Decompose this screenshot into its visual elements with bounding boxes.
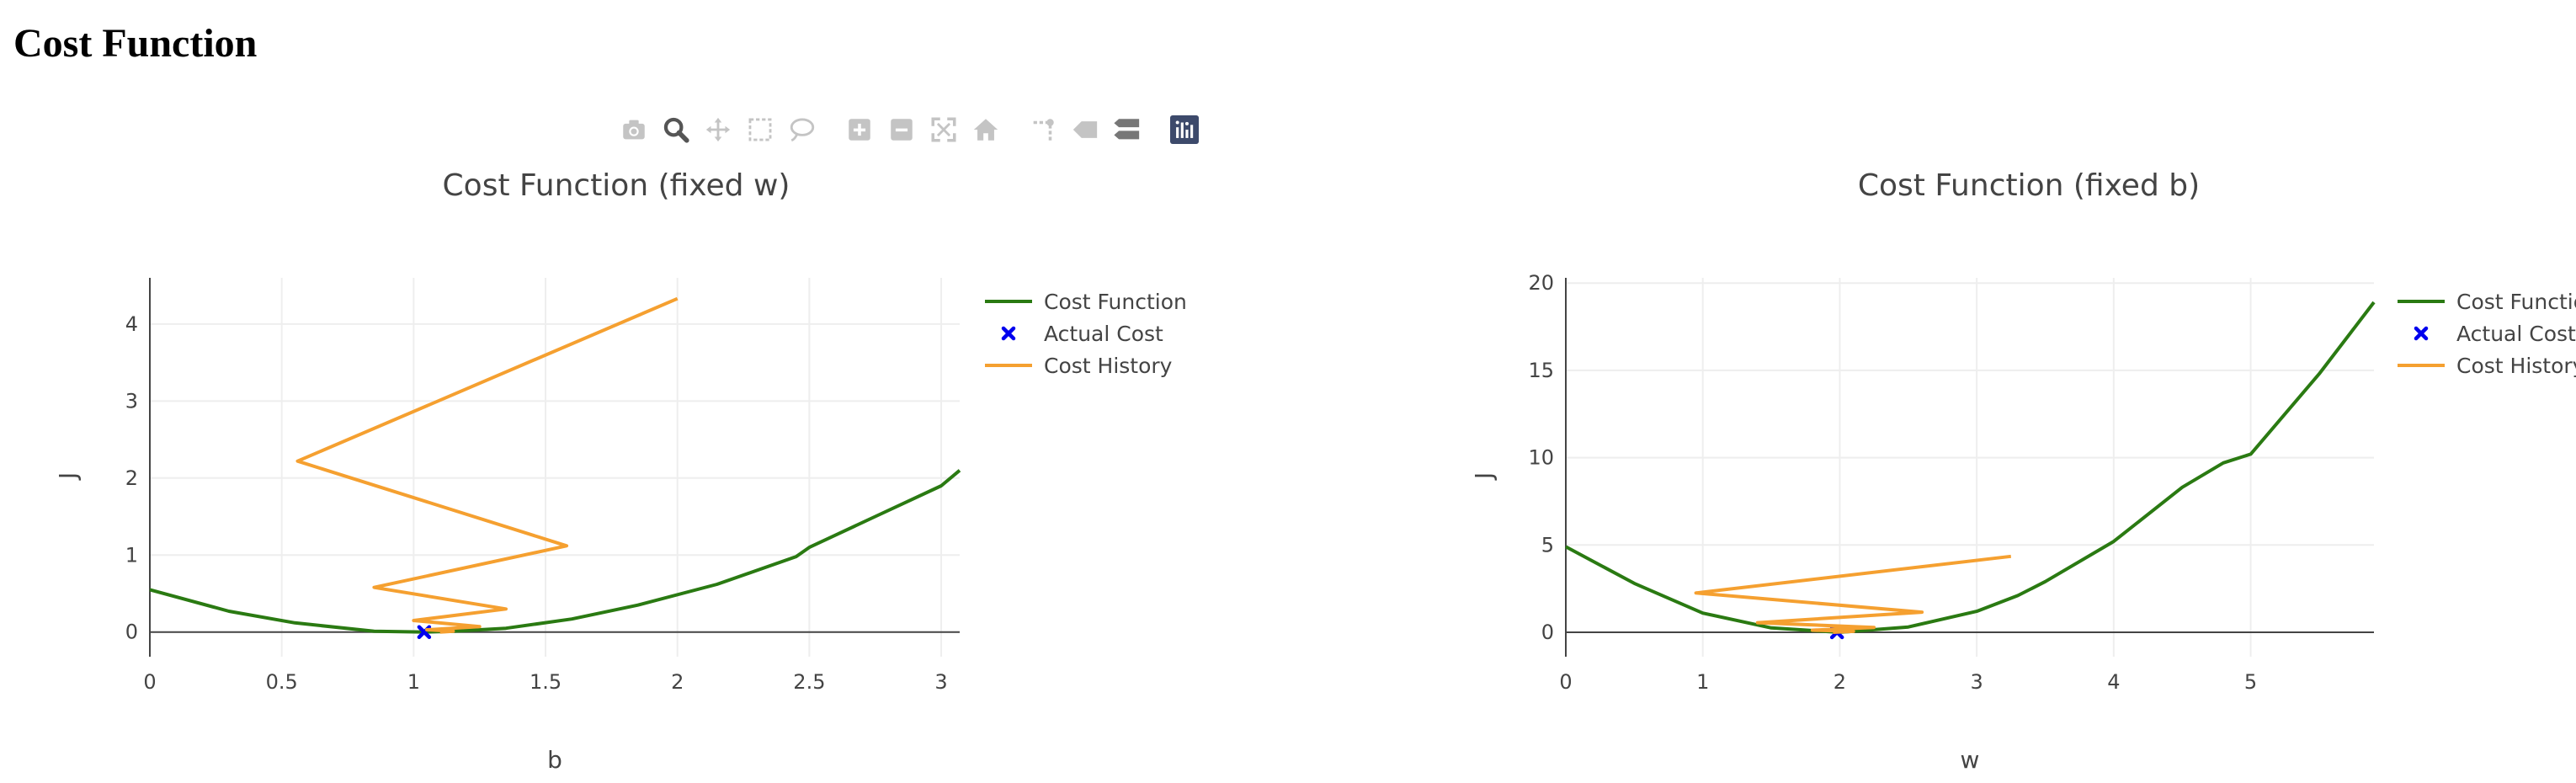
grid-lines (150, 278, 960, 657)
y-tick-label: 4 (125, 312, 138, 336)
chart-fixed-w[interactable]: 0 0.5 1 1.5 2 2.5 3 0 1 2 3 4 b J Cost Function (fixed… (0, 152, 1229, 775)
legend-label: Actual Cost (1044, 322, 1163, 346)
cost-function-line[interactable] (149, 469, 961, 634)
hover-closest-button[interactable] (1064, 113, 1106, 146)
zoom-in-button[interactable] (838, 113, 881, 146)
reset-axes-icon (973, 119, 998, 141)
cost-function-line[interactable] (1565, 301, 2376, 634)
plotly-logo-icon (1170, 115, 1199, 144)
legend-item[interactable]: Actual Cost (1001, 322, 1163, 346)
x-tick-label: 5 (2244, 670, 2257, 694)
y-tick-label: 5 (1541, 533, 1554, 557)
x-tick-label: 3 (934, 670, 947, 694)
autoscale-icon (931, 117, 956, 142)
y-tick-label: 10 (1528, 446, 1554, 470)
x-tick-label: 1 (1696, 670, 1709, 694)
box-select-icon (748, 118, 772, 141)
zoom-button[interactable] (655, 113, 697, 146)
zoom-out-button[interactable] (881, 113, 923, 146)
hover-compare-icon (1114, 119, 1140, 140)
spike-lines-icon (1033, 119, 1054, 142)
pan-button[interactable] (697, 113, 739, 146)
legend-marker-swatch (2414, 326, 2429, 341)
legend[interactable]: Cost Function Actual Cost Cost History (2398, 290, 2576, 378)
plot-modebar (613, 113, 1206, 146)
legend-label: Cost Function (1044, 290, 1187, 314)
hover-closest-icon (1072, 121, 1098, 138)
cost-history-line[interactable] (1694, 554, 2012, 634)
pan-icon (705, 117, 731, 142)
x-tick-label: 0 (1559, 670, 1572, 694)
lasso-select-icon (790, 118, 815, 142)
lasso-select-button[interactable] (781, 113, 823, 146)
zoom-icon (663, 117, 689, 143)
legend-item[interactable]: Cost Function (2398, 290, 2576, 314)
legend[interactable]: Cost Function Actual Cost Cost History (985, 290, 1187, 378)
x-axis-title: w (1961, 746, 1980, 774)
page-title: Cost Function (13, 21, 258, 66)
legend-item[interactable]: Cost Function (985, 290, 1187, 314)
hover-compare-button[interactable] (1106, 113, 1148, 146)
x-tick-label: 1 (407, 670, 420, 694)
x-tick-label: 2 (1834, 670, 1846, 694)
legend-label: Cost History (2456, 354, 2576, 378)
legend-item[interactable]: Actual Cost (2414, 322, 2576, 346)
y-tick-label: 3 (125, 389, 138, 413)
legend-label: Actual Cost (2456, 322, 2576, 346)
x-tick-label: 4 (2107, 670, 2120, 694)
autoscale-button[interactable] (923, 113, 965, 146)
zoom-out-icon (891, 119, 913, 141)
camera-button[interactable] (613, 113, 655, 146)
legend-item[interactable]: Cost History (2398, 354, 2576, 378)
chart-title: Cost Function (fixed w) (443, 168, 790, 203)
y-tick-label: 0 (1541, 621, 1554, 644)
legend-marker-swatch (1001, 326, 1016, 341)
x-tick-label: 3 (1970, 670, 1983, 694)
chart-title: Cost Function (fixed b) (1858, 168, 2200, 203)
x-tick-label: 1.5 (530, 670, 562, 694)
cost-history-line[interactable] (295, 296, 679, 634)
x-axis-title: b (547, 746, 562, 774)
legend-label: Cost History (1044, 354, 1173, 378)
grid-lines (1566, 278, 2374, 657)
y-tick-label: 0 (125, 621, 138, 644)
x-tick-label: 2 (671, 670, 684, 694)
plotly-logo-button[interactable] (1163, 113, 1206, 146)
legend-item[interactable]: Cost History (985, 354, 1173, 378)
x-tick-label: 0.5 (266, 670, 298, 694)
zoom-in-icon (849, 119, 870, 141)
legend-label: Cost Function (2456, 290, 2576, 314)
x-tick-label: 0 (143, 670, 156, 694)
spike-lines-button[interactable] (1022, 113, 1064, 146)
y-tick-label: 20 (1528, 271, 1554, 295)
reset-axes-button[interactable] (965, 113, 1007, 146)
x-tick-label: 2.5 (793, 670, 825, 694)
y-axis-title: J (54, 472, 82, 481)
y-tick-label: 15 (1528, 359, 1554, 382)
y-axis-title: J (1470, 472, 1498, 481)
chart-fixed-b[interactable]: 0 1 2 3 4 5 0 5 10 15 20 w J Cost Function (fixed b) C… (1381, 152, 2576, 775)
camera-icon (623, 120, 645, 140)
y-tick-label: 1 (125, 543, 138, 567)
box-select-button[interactable] (739, 113, 781, 146)
y-tick-label: 2 (125, 466, 138, 490)
